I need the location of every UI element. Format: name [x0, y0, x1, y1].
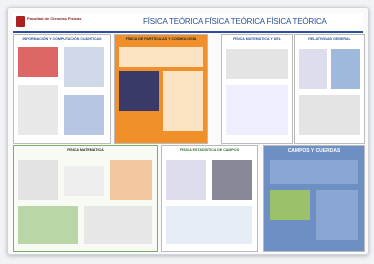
poster-title: CAMPOS Y CUERDAS: [264, 146, 364, 156]
poster-figure: [18, 47, 58, 77]
poster-board: Facultad de Ciencias Físicas FÍSICA TEÓR…: [7, 7, 369, 255]
poster-figure: [270, 160, 358, 184]
poster-figure: [64, 47, 104, 87]
poster-figure: [166, 206, 252, 244]
poster-title: FÍSICA ESTADÍSTICA DE CAMPOS: [162, 146, 257, 154]
poster: FÍSICA ESTADÍSTICA DE CAMPOS: [161, 145, 258, 252]
poster-figure: [226, 85, 288, 135]
poster-figure: [18, 160, 58, 200]
poster-figure: [270, 190, 310, 220]
poster-figure: [84, 206, 152, 244]
poster: RELATIVIDAD GENERAL: [294, 34, 365, 144]
poster-figure: [119, 71, 159, 111]
poster-figure: [166, 160, 206, 200]
poster-figure: [119, 47, 203, 67]
poster: CAMPOS Y CUERDAS: [263, 145, 365, 252]
header-title: FÍSICA TEÓRICA FÍSICA TEÓRICA FÍSICA TEÓ…: [143, 17, 327, 26]
logo: [16, 16, 25, 27]
poster-figure: [316, 190, 358, 240]
poster-figure: [64, 95, 104, 135]
poster-figure: [18, 85, 58, 135]
poster-title: RELATIVIDAD GENERAL: [295, 35, 364, 43]
poster: INFORMACIÓN Y COMPUTACIÓN CUÁNTICAS: [13, 34, 111, 144]
header: Facultad de Ciencias Físicas FÍSICA TEÓR…: [13, 13, 363, 33]
poster: FÍSICA DE PARTÍCULAS Y COSMOLOGÍA: [114, 34, 208, 144]
poster-title: FÍSICA MATEMÁTICA: [14, 146, 157, 154]
poster: FÍSICA MATEMÁTICA: [13, 145, 158, 252]
poster-figure: [226, 49, 288, 79]
poster-figure: [212, 160, 252, 200]
poster-title: INFORMACIÓN Y COMPUTACIÓN CUÁNTICAS: [14, 35, 110, 43]
poster-title: FÍSICA DE PARTÍCULAS Y COSMOLOGÍA: [115, 35, 207, 43]
poster-figure: [331, 49, 360, 89]
poster-figure: [64, 166, 104, 196]
poster-figure: [299, 95, 360, 135]
poster-figure: [299, 49, 327, 89]
faculty: Facultad de Ciencias Físicas: [27, 16, 81, 21]
poster-title: FÍSICA MATEMÁTICA Y DEL: [222, 35, 292, 43]
poster-figure: [18, 206, 78, 244]
poster-figure: [110, 160, 152, 200]
poster: FÍSICA MATEMÁTICA Y DEL: [221, 34, 293, 144]
poster-figure: [163, 71, 203, 131]
